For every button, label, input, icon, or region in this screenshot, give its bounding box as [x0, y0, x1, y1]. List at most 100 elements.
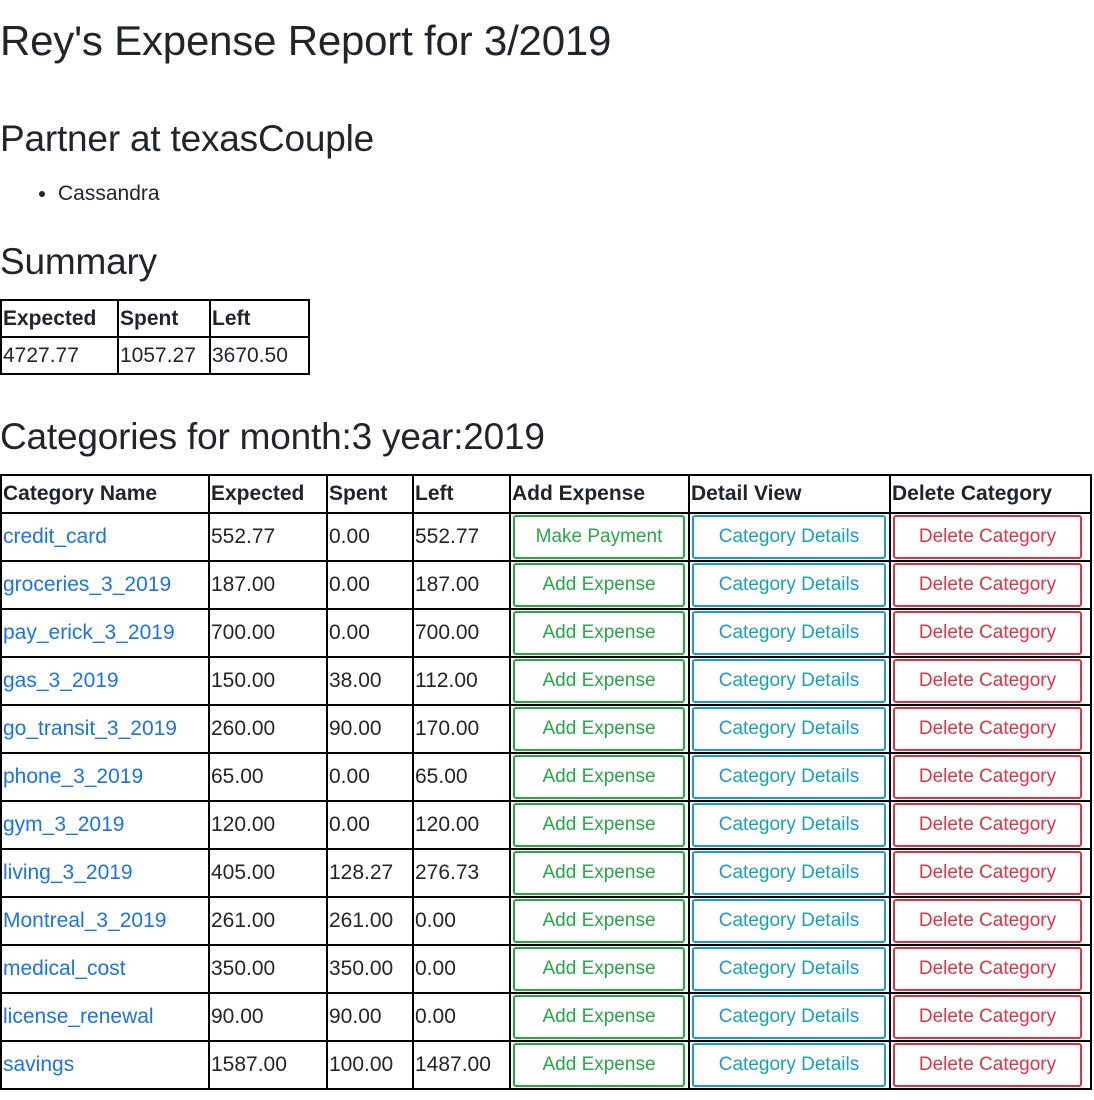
partner-list: Cassandra: [0, 178, 160, 210]
delete-category-cell: Delete Category: [889, 704, 1092, 754]
summary-values-row: 4727.77 1057.27 3670.50: [0, 336, 310, 375]
page-title: Rey's Expense Report for 3/2019: [0, 17, 612, 64]
delete-category-button[interactable]: Delete Category: [893, 659, 1082, 703]
expected-cell: 552.77: [208, 512, 328, 562]
header-delete-category: Delete Category: [889, 474, 1092, 514]
left-cell: 65.00: [412, 752, 511, 802]
add-expense-button[interactable]: Add Expense: [513, 947, 685, 991]
delete-category-cell: Delete Category: [889, 608, 1092, 658]
left-cell: 187.00: [412, 560, 511, 610]
add-expense-button[interactable]: Add Expense: [513, 995, 685, 1039]
add-expense-cell: Add Expense: [509, 800, 690, 850]
expected-cell: 260.00: [208, 704, 328, 754]
category-name-link[interactable]: phone_3_2019: [3, 765, 144, 788]
category-details-button[interactable]: Category Details: [692, 851, 886, 895]
left-cell: 0.00: [412, 992, 511, 1042]
category-name-link[interactable]: gas_3_2019: [3, 669, 119, 692]
expected-cell: 261.00: [208, 896, 328, 946]
category-name-cell: medical_cost: [0, 944, 210, 994]
category-name-cell: Montreal_3_2019: [0, 896, 210, 946]
add-expense-button[interactable]: Add Expense: [513, 707, 685, 751]
category-details-button[interactable]: Category Details: [692, 899, 886, 943]
add-expense-cell: Add Expense: [509, 608, 690, 658]
delete-category-cell: Delete Category: [889, 896, 1092, 946]
left-cell: 170.00: [412, 704, 511, 754]
add-expense-button[interactable]: Add Expense: [513, 851, 685, 895]
delete-category-button[interactable]: Delete Category: [893, 755, 1082, 799]
left-cell: 0.00: [412, 944, 511, 994]
summary-left-value: 3670.50: [209, 336, 310, 375]
delete-category-button[interactable]: Delete Category: [893, 707, 1082, 751]
category-name-link[interactable]: credit_card: [3, 525, 107, 548]
category-row: license_renewal 90.00 90.00 0.00 Add Exp…: [0, 992, 1092, 1042]
add-expense-button[interactable]: Add Expense: [513, 611, 685, 655]
category-name-link[interactable]: Montreal_3_2019: [3, 909, 167, 932]
category-row: groceries_3_2019 187.00 0.00 187.00 Add …: [0, 560, 1092, 610]
expected-cell: 187.00: [208, 560, 328, 610]
summary-table: Expected Spent Left 4727.77 1057.27 3670…: [0, 299, 310, 375]
category-name-link[interactable]: go_transit_3_2019: [3, 717, 177, 740]
category-name-link[interactable]: savings: [3, 1053, 75, 1076]
category-details-button[interactable]: Category Details: [692, 995, 886, 1039]
delete-category-button[interactable]: Delete Category: [893, 515, 1082, 559]
category-details-button[interactable]: Category Details: [692, 563, 886, 607]
category-row: go_transit_3_2019 260.00 90.00 170.00 Ad…: [0, 704, 1092, 754]
header-left: Left: [412, 474, 511, 514]
category-name-link[interactable]: license_renewal: [3, 1005, 154, 1028]
delete-category-button[interactable]: Delete Category: [893, 563, 1082, 607]
detail-view-cell: Category Details: [688, 560, 891, 610]
delete-category-button[interactable]: Delete Category: [893, 947, 1082, 991]
category-name-cell: pay_erick_3_2019: [0, 608, 210, 658]
add-expense-button[interactable]: Add Expense: [513, 563, 685, 607]
add-expense-button[interactable]: Add Expense: [513, 659, 685, 703]
delete-category-cell: Delete Category: [889, 992, 1092, 1042]
detail-view-cell: Category Details: [688, 656, 891, 706]
category-details-button[interactable]: Category Details: [692, 659, 886, 703]
category-name-link[interactable]: groceries_3_2019: [3, 573, 172, 596]
detail-view-cell: Category Details: [688, 608, 891, 658]
make-payment-button[interactable]: Make Payment: [513, 515, 685, 559]
expected-cell: 65.00: [208, 752, 328, 802]
delete-category-button[interactable]: Delete Category: [893, 803, 1082, 847]
summary-header-left: Left: [209, 299, 310, 338]
delete-category-button[interactable]: Delete Category: [893, 995, 1082, 1039]
left-cell: 120.00: [412, 800, 511, 850]
add-expense-button[interactable]: Add Expense: [513, 899, 685, 943]
category-details-button[interactable]: Category Details: [692, 1043, 886, 1087]
category-details-button[interactable]: Category Details: [692, 515, 886, 559]
left-cell: 700.00: [412, 608, 511, 658]
delete-category-cell: Delete Category: [889, 656, 1092, 706]
delete-category-button[interactable]: Delete Category: [893, 851, 1082, 895]
summary-header-expected: Expected: [0, 299, 119, 338]
category-row: credit_card 552.77 0.00 552.77 Make Paym…: [0, 512, 1092, 562]
delete-category-cell: Delete Category: [889, 944, 1092, 994]
category-details-button[interactable]: Category Details: [692, 947, 886, 991]
category-name-link[interactable]: pay_erick_3_2019: [3, 621, 175, 644]
delete-category-button[interactable]: Delete Category: [893, 1043, 1082, 1087]
summary-expected-value: 4727.77: [0, 336, 119, 375]
category-name-link[interactable]: medical_cost: [3, 957, 126, 980]
category-details-button[interactable]: Category Details: [692, 611, 886, 655]
add-expense-button[interactable]: Add Expense: [513, 803, 685, 847]
add-expense-button[interactable]: Add Expense: [513, 1043, 685, 1087]
delete-category-button[interactable]: Delete Category: [893, 899, 1082, 943]
category-row: phone_3_2019 65.00 0.00 65.00 Add Expens…: [0, 752, 1092, 802]
category-row: pay_erick_3_2019 700.00 0.00 700.00 Add …: [0, 608, 1092, 658]
category-name-link[interactable]: living_3_2019: [3, 861, 133, 884]
spent-cell: 100.00: [326, 1040, 414, 1090]
add-expense-cell: Add Expense: [509, 752, 690, 802]
expected-cell: 90.00: [208, 992, 328, 1042]
summary-header-row: Expected Spent Left: [0, 299, 310, 338]
detail-view-cell: Category Details: [688, 800, 891, 850]
detail-view-cell: Category Details: [688, 1040, 891, 1090]
category-details-button[interactable]: Category Details: [692, 803, 886, 847]
category-name-cell: gym_3_2019: [0, 800, 210, 850]
category-details-button[interactable]: Category Details: [692, 707, 886, 751]
delete-category-button[interactable]: Delete Category: [893, 611, 1082, 655]
add-expense-button[interactable]: Add Expense: [513, 755, 685, 799]
category-name-link[interactable]: gym_3_2019: [3, 813, 125, 836]
left-cell: 1487.00: [412, 1040, 511, 1090]
delete-category-cell: Delete Category: [889, 512, 1092, 562]
spent-cell: 350.00: [326, 944, 414, 994]
category-details-button[interactable]: Category Details: [692, 755, 886, 799]
